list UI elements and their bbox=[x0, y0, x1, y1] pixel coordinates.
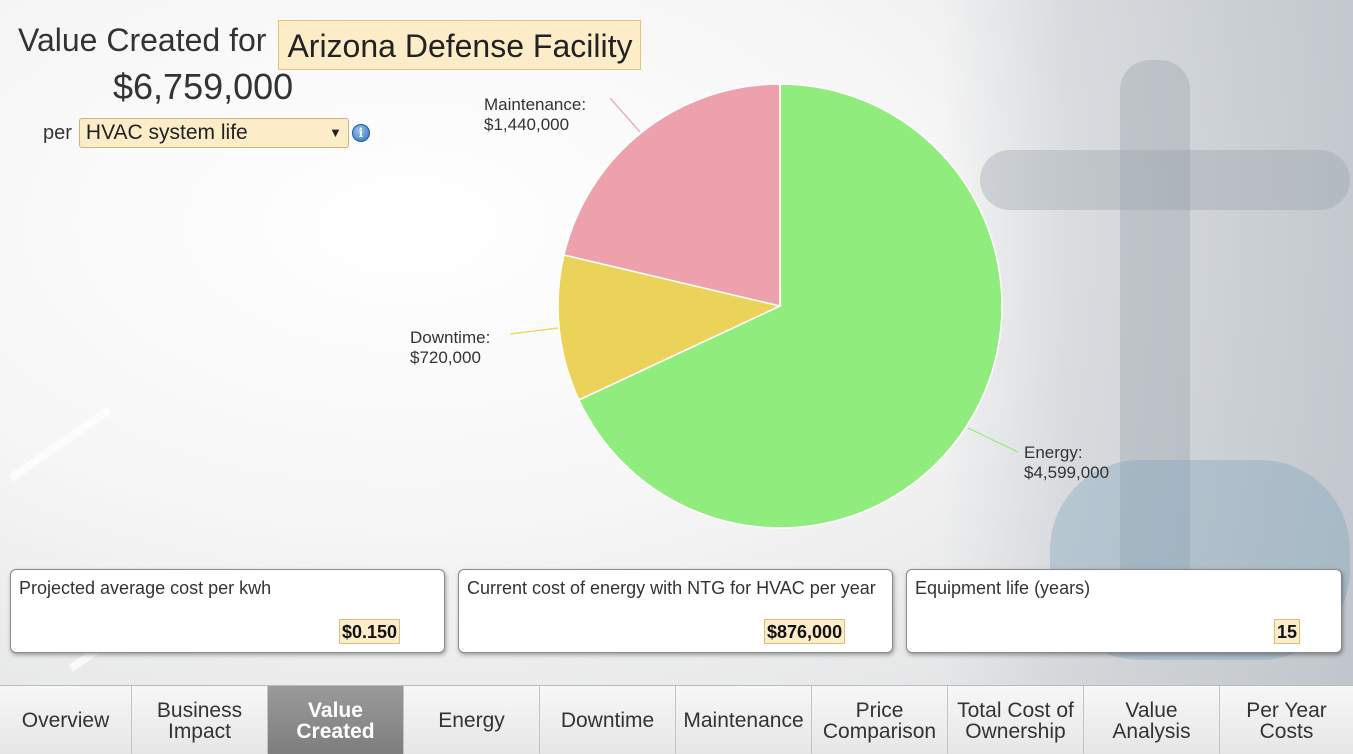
pie-connector-line bbox=[609, 97, 641, 133]
tab-label: Total Cost of Ownership bbox=[957, 698, 1074, 743]
period-select-value: HVAC system life bbox=[85, 121, 248, 144]
tab-value-analysis[interactable]: Value Analysis bbox=[1084, 686, 1220, 754]
tab-per-year-costs[interactable]: Per Year Costs bbox=[1220, 686, 1353, 754]
pie-label-name: Maintenance: bbox=[484, 95, 586, 114]
pie-slice-downtime[interactable] bbox=[557, 254, 783, 401]
pie-label-value: $720,000 bbox=[410, 348, 481, 367]
period-select[interactable]: HVAC system life ▼ bbox=[78, 118, 349, 148]
card-energy-cost: Current cost of energy with NTG for HVAC… bbox=[458, 569, 893, 653]
tab-label: Value Created bbox=[296, 698, 375, 743]
energy-cost-value[interactable]: $876,000 bbox=[764, 619, 846, 644]
card-label: Projected average cost per kwh bbox=[19, 578, 272, 598]
card-label: Current cost of energy with NTG for HVAC… bbox=[467, 578, 876, 598]
facility-name-field[interactable]: Arizona Defense Facility bbox=[278, 20, 642, 70]
card-cost-per-kwh: Projected average cost per kwh $0.150 bbox=[10, 569, 445, 653]
tab-label: Value Analysis bbox=[1112, 698, 1191, 743]
equipment-life-input[interactable]: 15 bbox=[1274, 619, 1301, 644]
tab-label: Business Impact bbox=[156, 698, 243, 743]
tab-energy[interactable]: Energy bbox=[404, 686, 540, 754]
tab-maintenance[interactable]: Maintenance bbox=[676, 686, 812, 754]
background-stripe bbox=[8, 406, 112, 482]
tab-label: Maintenance bbox=[683, 709, 804, 732]
header-title-row: Value Created for Arizona Defense Facili… bbox=[18, 20, 642, 70]
tab-price-comparison[interactable]: Price Comparison bbox=[812, 686, 948, 754]
tab-label: Overview bbox=[21, 709, 110, 732]
tab-label: Energy bbox=[438, 709, 505, 732]
tab-label: Price Comparison bbox=[822, 698, 937, 743]
pie-slice-maintenance[interactable] bbox=[563, 83, 781, 307]
total-value-created: $6,759,000 bbox=[113, 66, 294, 107]
period-row: per HVAC system life ▼ i bbox=[43, 118, 370, 148]
cost-per-kwh-input[interactable]: $0.150 bbox=[339, 619, 401, 644]
card-equipment-life: Equipment life (years) 15 bbox=[906, 569, 1342, 653]
tab-business-impact[interactable]: Business Impact bbox=[132, 686, 268, 754]
pie-label-value: $1,440,000 bbox=[484, 115, 569, 134]
pie-label-name: Downtime: bbox=[410, 328, 490, 347]
page-title: Value Created for bbox=[18, 22, 267, 58]
tab-label: Downtime bbox=[560, 709, 655, 732]
per-label: per bbox=[43, 121, 72, 144]
tab-overview[interactable]: Overview bbox=[0, 686, 132, 754]
pie-connector-line bbox=[509, 327, 559, 335]
tab-total-cost-of-ownership[interactable]: Total Cost of Ownership bbox=[948, 686, 1084, 754]
info-icon[interactable]: i bbox=[351, 124, 370, 142]
tab-value-created[interactable]: Value Created bbox=[268, 686, 404, 754]
pie-slice-energy[interactable] bbox=[577, 83, 1003, 529]
tab-downtime[interactable]: Downtime bbox=[540, 686, 676, 754]
card-label: Equipment life (years) bbox=[915, 578, 1091, 598]
bottom-tab-bar: Overview Business Impact Value Created Ene… bbox=[0, 685, 1353, 754]
tab-label: Per Year Costs bbox=[1246, 698, 1327, 743]
chevron-down-icon: ▼ bbox=[329, 125, 342, 140]
